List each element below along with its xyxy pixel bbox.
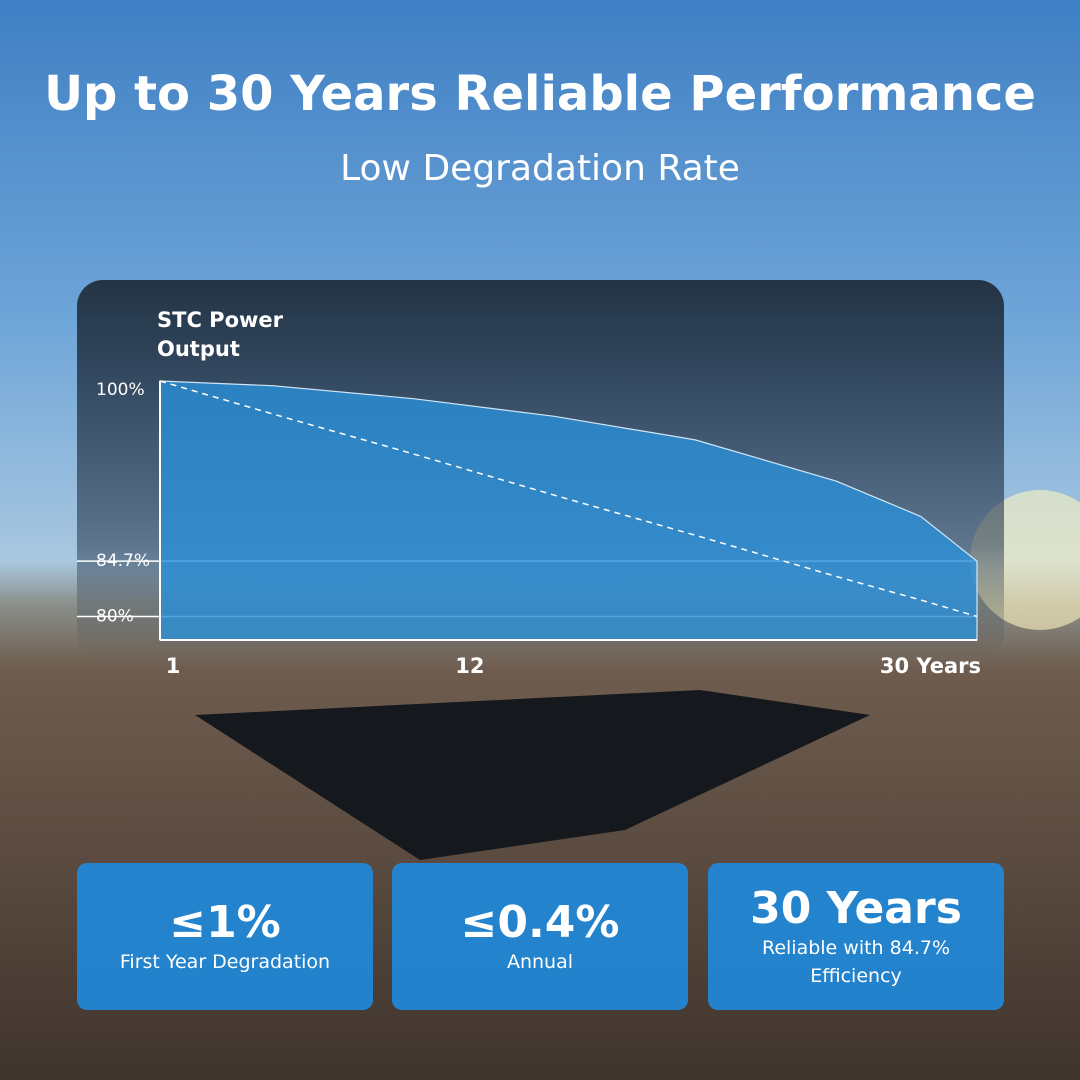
stat-card: 30 Years Reliable with 84.7% Efficiency [708,863,1004,1010]
stat-value: ≤0.4% [460,896,620,948]
chart: 100%84.7%80%1 12 30 Years [77,380,981,678]
stat-label: First Year Degradation [119,950,331,973]
x-tick-label: 1 [166,654,181,678]
x-tick-label: 12 [455,654,484,678]
y-axis-label: Output [157,337,240,361]
y-axis-label: STC Power [157,308,284,332]
stat-card: ≤1% First Year Degradation [77,863,373,1010]
title: Up to 30 Years Reliable Performance [44,66,1036,122]
stat-label: Reliable with 84.7% Efficiency [761,936,950,987]
y-tick-label: 100% [96,380,145,400]
subtitle: Low Degradation Rate [340,148,740,189]
stat-value: ≤1% [169,896,281,948]
stat-label: Annual [506,950,574,973]
x-tick-label: 30 Years [880,654,981,678]
stat-value: 30 Years [750,882,962,934]
stat-card: ≤0.4% Annual [392,863,688,1010]
solar-panels [195,690,870,860]
